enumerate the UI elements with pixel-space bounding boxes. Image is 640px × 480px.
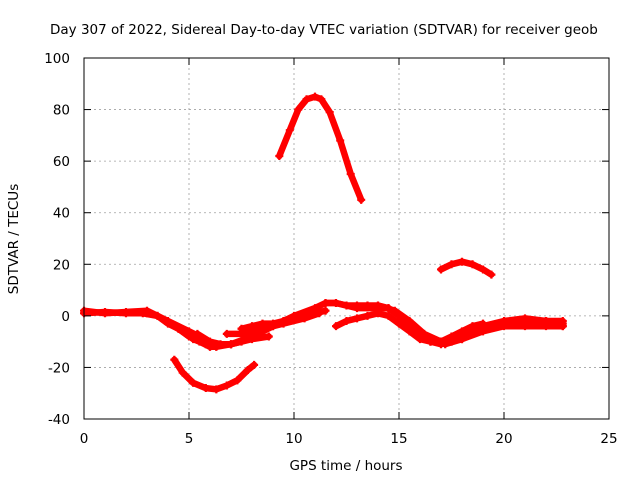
data-point: [363, 301, 372, 310]
data-point: [363, 311, 372, 320]
data-point: [275, 151, 284, 160]
series-trace-14: [437, 257, 496, 279]
data-point: [479, 265, 487, 274]
data-point: [248, 322, 256, 331]
data-point: [384, 311, 393, 320]
y-tick-label: -40: [48, 412, 70, 428]
data-point: [178, 368, 187, 377]
data-point: [346, 170, 355, 179]
data-point: [189, 335, 198, 344]
x-tick-label: 0: [80, 431, 89, 447]
data-point: [325, 108, 334, 117]
data-point: [302, 95, 311, 104]
series-line: [276, 93, 365, 204]
data-point: [138, 309, 147, 318]
y-tick-label: -20: [48, 360, 70, 376]
series-trace-18: [441, 322, 567, 349]
series-trace-9: [275, 92, 366, 204]
data-point: [458, 257, 466, 266]
data-point: [521, 322, 529, 331]
x-tick-label: 10: [285, 431, 302, 447]
data-point: [416, 332, 424, 341]
data-point: [458, 335, 466, 344]
data-point: [233, 376, 242, 385]
data-point: [332, 322, 340, 331]
series-line: [206, 299, 392, 351]
y-tick-label: 0: [61, 309, 70, 325]
data-point: [521, 314, 529, 323]
data-point: [311, 304, 319, 313]
data-point: [321, 306, 330, 315]
data-point: [437, 265, 445, 274]
series-trace-4: [170, 355, 259, 394]
data-point: [542, 322, 550, 331]
series-layer: [80, 92, 567, 394]
data-point: [290, 311, 298, 320]
data-point: [193, 329, 202, 338]
data-point: [342, 317, 351, 326]
y-tick-label: 20: [53, 257, 70, 273]
data-point: [487, 270, 496, 279]
data-point: [189, 378, 198, 387]
data-point: [222, 381, 231, 390]
data-point: [294, 105, 303, 114]
x-tick-label: 20: [495, 431, 512, 447]
y-tick-label: 100: [44, 51, 70, 67]
data-point: [153, 311, 162, 320]
data-point: [405, 317, 414, 326]
y-axis-label: SDTVAR / TECUs: [6, 184, 22, 294]
data-point: [243, 366, 252, 375]
data-point: [336, 136, 345, 145]
y-tick-label: 80: [53, 103, 70, 119]
data-point: [374, 309, 382, 318]
data-point: [258, 319, 267, 328]
data-point: [395, 319, 403, 328]
data-point: [405, 324, 414, 333]
data-point: [317, 95, 326, 104]
data-point: [332, 298, 340, 307]
plot-frame: [83, 57, 610, 420]
data-point: [237, 324, 246, 333]
data-point: [264, 332, 273, 341]
data-point: [101, 309, 109, 318]
series-line: [171, 356, 258, 393]
data-point: [174, 324, 183, 333]
ticks: 0 5 10 15 20 25 -40 -20 0 20 40 60 80 100: [44, 51, 617, 447]
data-point: [212, 385, 221, 394]
x-tick-label: 5: [185, 431, 194, 447]
data-point: [201, 384, 210, 393]
data-point: [447, 260, 456, 269]
data-point: [206, 342, 214, 351]
y-tick-label: 60: [53, 154, 70, 170]
grid: [84, 58, 609, 419]
x-tick-label: 15: [390, 431, 407, 447]
y-tick-label: 40: [53, 206, 70, 222]
x-tick-label: 25: [600, 431, 617, 447]
data-point: [374, 301, 382, 310]
data-point: [170, 355, 179, 364]
data-point: [250, 360, 259, 369]
data-point: [311, 92, 319, 101]
data-point: [342, 301, 351, 310]
data-point: [390, 306, 399, 315]
data-point: [353, 314, 361, 323]
data-point: [122, 307, 130, 316]
data-point: [468, 260, 477, 269]
data-point: [357, 195, 366, 204]
data-point: [500, 322, 508, 331]
data-point: [227, 340, 235, 349]
data-point: [248, 332, 256, 341]
data-point: [353, 301, 361, 310]
data-point: [426, 337, 435, 346]
data-point: [285, 126, 294, 135]
chart-title: Day 307 of 2022, Sidereal Day-to-day VTE…: [50, 22, 598, 38]
data-point: [479, 327, 487, 336]
data-point: [441, 340, 450, 349]
data-point: [321, 298, 330, 307]
data-point: [558, 322, 567, 331]
data-point: [222, 329, 231, 338]
x-axis-label: GPS time / hours: [289, 458, 402, 474]
data-point: [269, 322, 277, 331]
